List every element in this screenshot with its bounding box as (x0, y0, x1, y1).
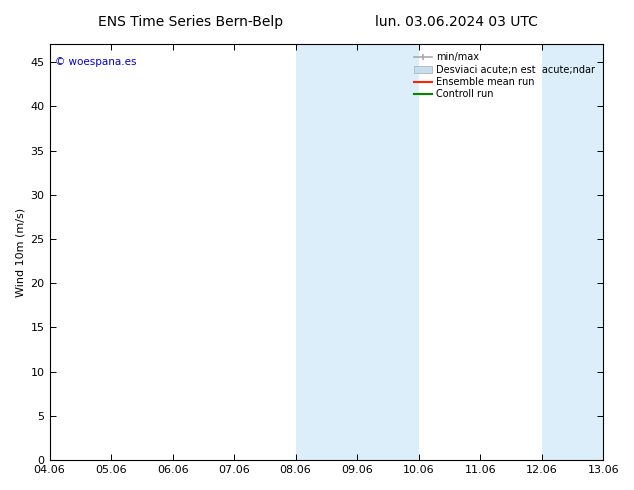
Bar (603, 45, 634, 460)
Y-axis label: Wind 10m (m/s): Wind 10m (m/s) (15, 208, 25, 297)
Bar (295, 45, 357, 460)
Legend: min/max, Desviaci acute;n est  acute;ndar, Ensemble mean run, Controll run: min/max, Desviaci acute;n est acute;ndar… (411, 49, 598, 102)
Bar (541, 45, 603, 460)
Text: lun. 03.06.2024 03 UTC: lun. 03.06.2024 03 UTC (375, 15, 538, 29)
Text: ENS Time Series Bern-Belp: ENS Time Series Bern-Belp (98, 15, 283, 29)
Text: © woespana.es: © woespana.es (55, 57, 136, 67)
Bar (357, 45, 418, 460)
